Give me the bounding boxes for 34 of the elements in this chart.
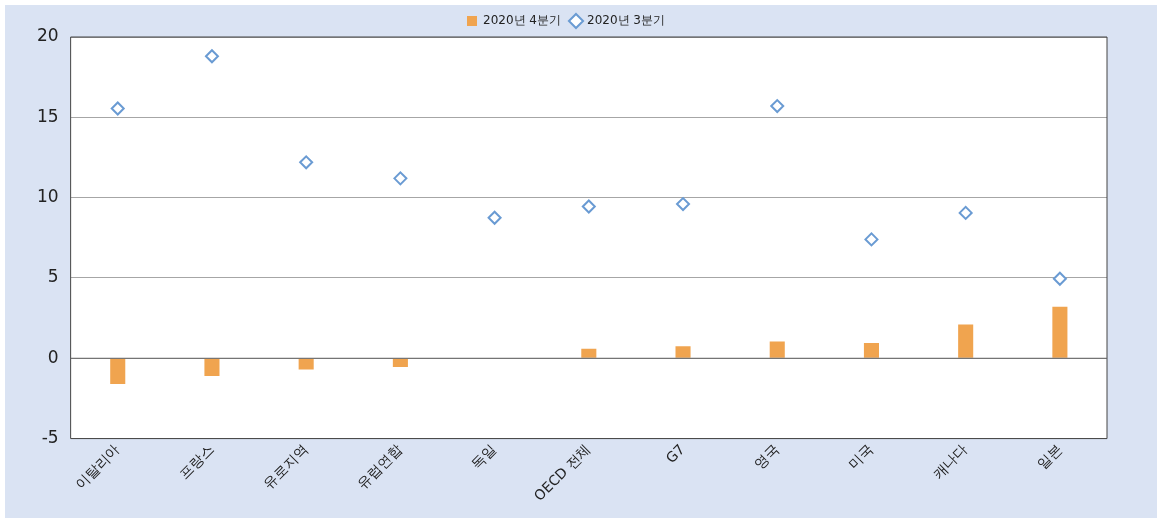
point xyxy=(958,205,973,220)
point xyxy=(110,101,125,116)
bar xyxy=(392,358,408,368)
bar xyxy=(958,324,974,358)
legend-label: 2020년 3분기 xyxy=(587,13,665,28)
legend-label: 2020년 4분기 xyxy=(483,13,562,28)
bar xyxy=(204,358,220,376)
point xyxy=(864,232,879,247)
bar xyxy=(581,348,597,358)
point xyxy=(676,197,691,212)
x-tick-label: 미국 xyxy=(845,440,877,473)
bar xyxy=(675,346,691,358)
point xyxy=(581,199,596,214)
x-tick-label: 영국 xyxy=(750,440,782,473)
y-tick-label: 15 xyxy=(36,105,59,126)
x-tick-label: 일본 xyxy=(1033,440,1065,473)
bar xyxy=(110,358,126,384)
point xyxy=(770,99,785,114)
point xyxy=(299,155,314,170)
y-tick-label: 10 xyxy=(36,186,59,207)
point xyxy=(487,210,502,225)
y-tick-label: 5 xyxy=(47,266,59,287)
x-tick-label: G7 xyxy=(662,440,688,467)
x-tick-label: 독일 xyxy=(468,440,500,473)
y-tick-label: 20 xyxy=(36,25,59,46)
bar xyxy=(298,358,314,370)
y-tick-label: -5 xyxy=(41,427,59,448)
bar xyxy=(1052,306,1068,358)
point xyxy=(393,171,408,186)
point xyxy=(1052,271,1067,286)
y-tick-label: 0 xyxy=(47,346,59,367)
bar xyxy=(863,343,879,358)
point xyxy=(204,49,219,64)
bar xyxy=(769,341,785,358)
